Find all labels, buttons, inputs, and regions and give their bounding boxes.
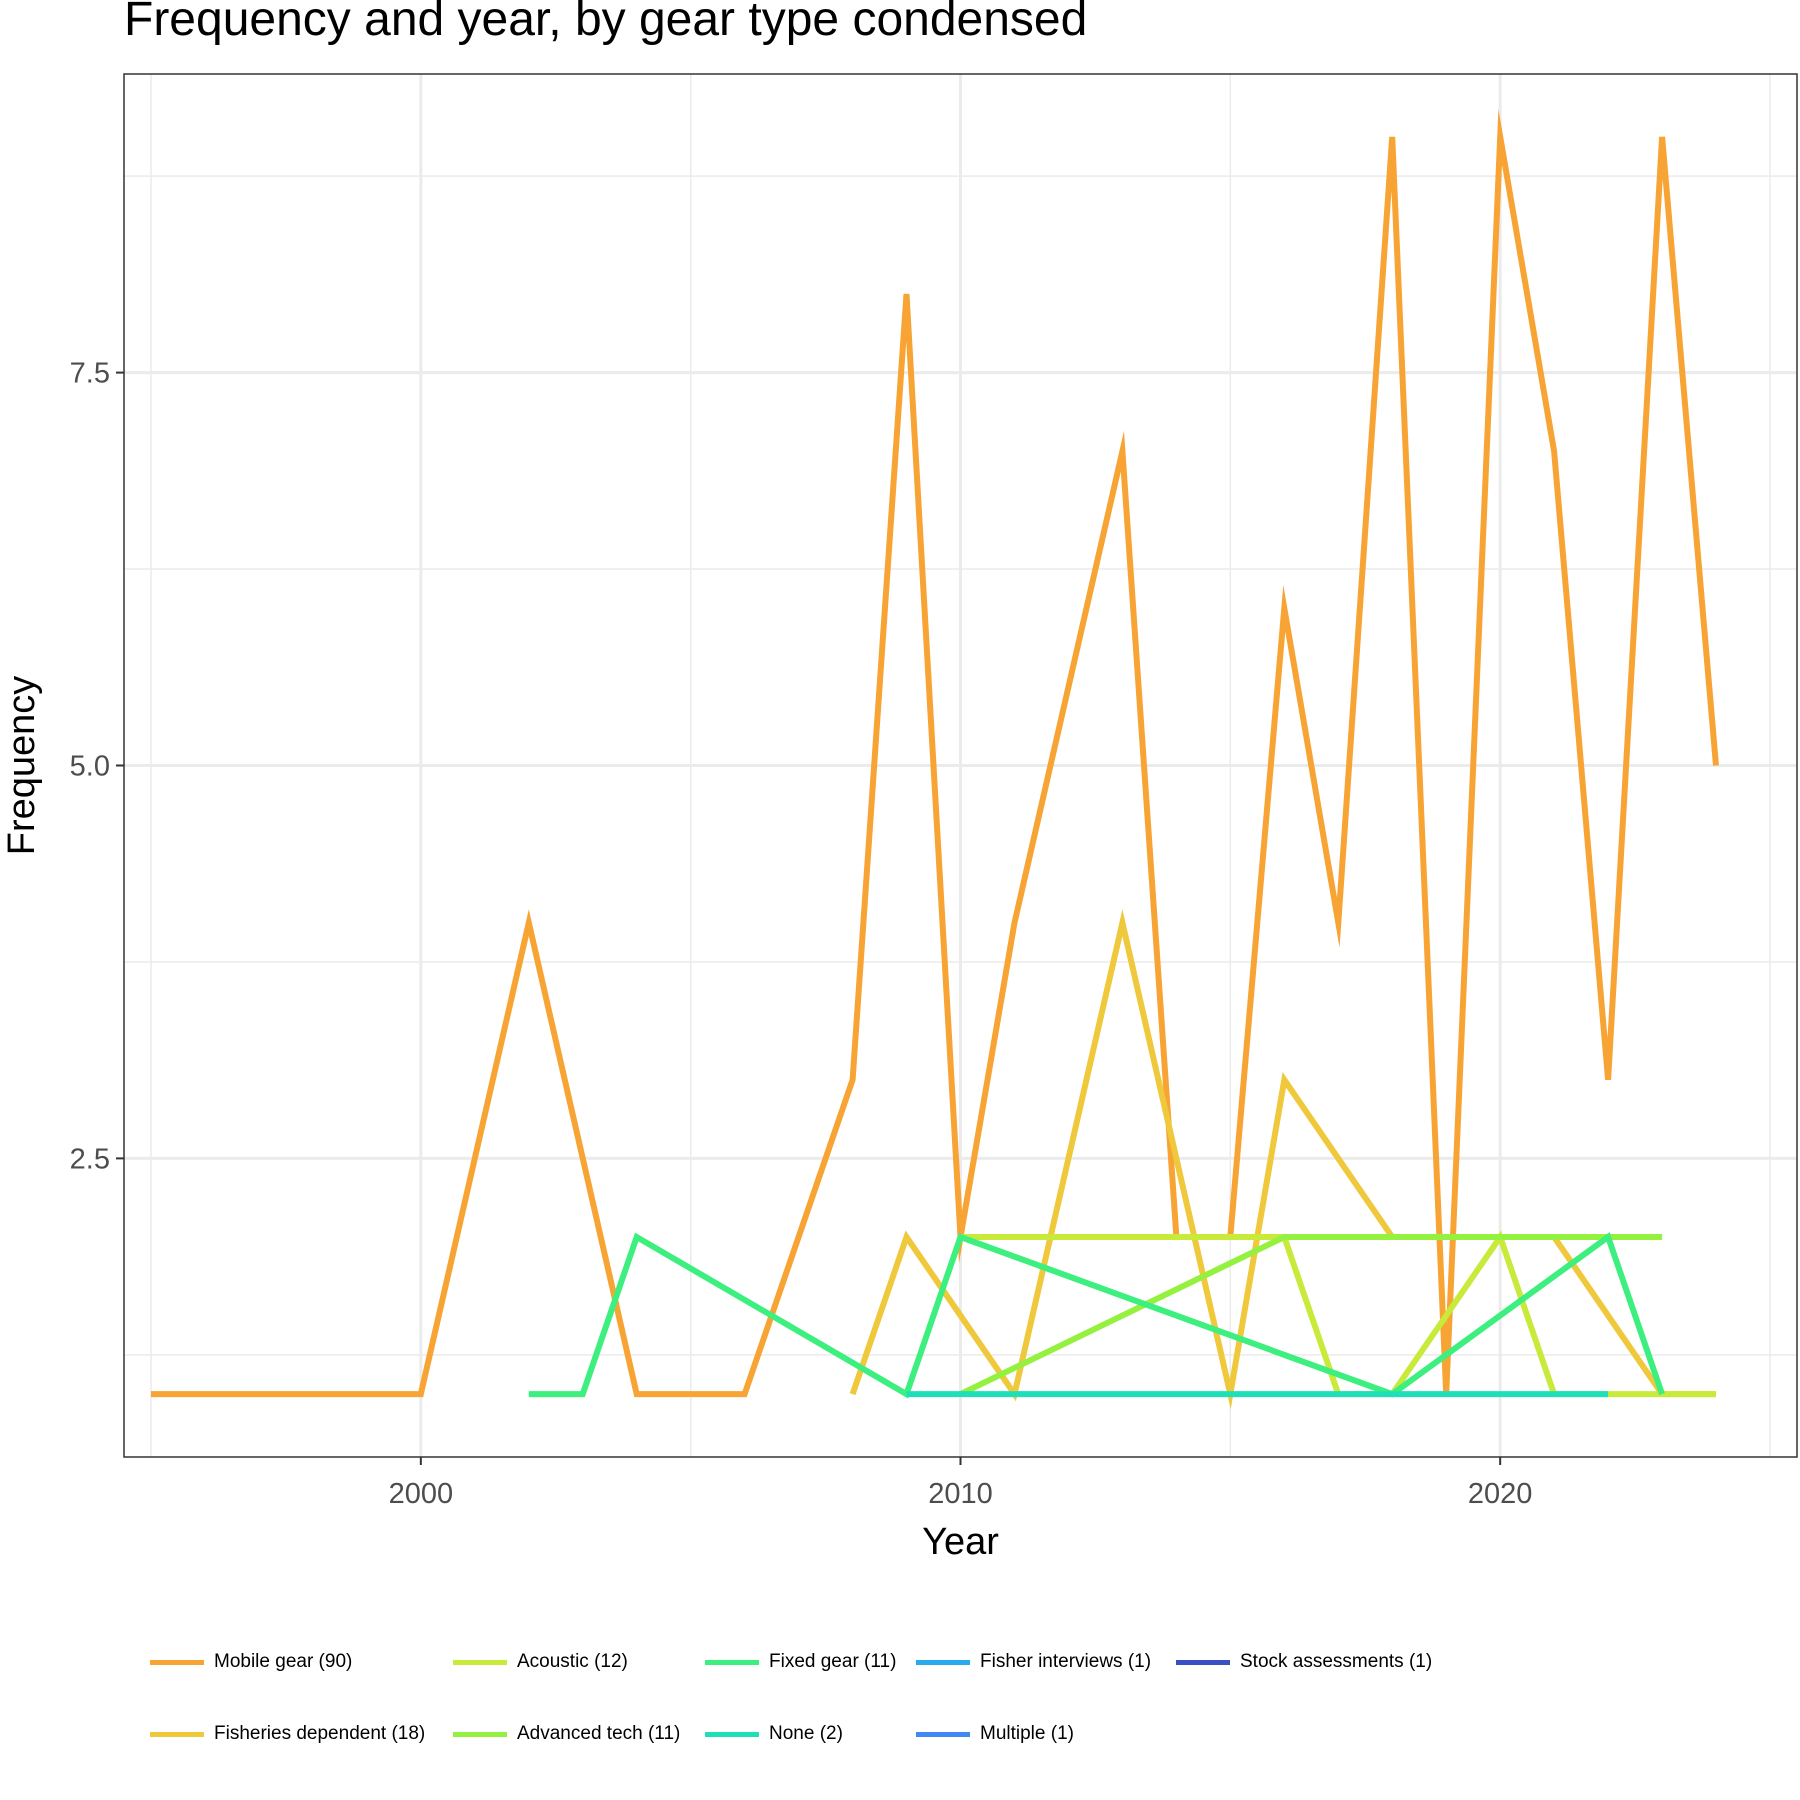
legend-key-line (705, 1659, 759, 1665)
legend-label: Stock assessments (1) (1240, 1651, 1433, 1672)
legend-label: Mobile gear (90) (214, 1651, 353, 1672)
legend-label: Fixed gear (11) (769, 1651, 897, 1672)
series-line-3 (959, 1234, 1663, 1397)
legend-item: Advanced tech (11) (453, 1722, 680, 1746)
series-line-1 (849, 909, 1716, 1410)
series-line-2 (960, 1230, 1716, 1398)
legend-item: Fisher interviews (1) (916, 1650, 1151, 1674)
legend-key-line (916, 1659, 970, 1665)
y-axis-title: Frequency (1, 676, 43, 856)
legend-item: Fisheries dependent (18) (150, 1722, 425, 1746)
legend-item: Fixed gear (11) (705, 1650, 896, 1674)
y-tick-label: 7.5 (70, 358, 110, 390)
legend-key-line (916, 1731, 970, 1737)
legend-label: Advanced tech (11) (517, 1723, 681, 1744)
x-axis-title: Year (922, 1521, 999, 1563)
legend-item: Multiple (1) (916, 1722, 1074, 1746)
axes: 2000 2010 2020 2.5 5.0 7.5 (70, 358, 1533, 1510)
legend-item: Mobile gear (90) (150, 1650, 352, 1674)
x-tick-label: 2010 (928, 1478, 993, 1510)
series-line-4 (528, 1232, 1665, 1399)
y-tick-label: 2.5 (70, 1143, 110, 1175)
legend-item: None (2) (705, 1722, 843, 1746)
legend-key-line (453, 1731, 507, 1737)
legend-key-line (705, 1731, 759, 1737)
legend-label: Multiple (1) (980, 1723, 1074, 1744)
y-tick-label: 5.0 (70, 751, 110, 783)
legend-label: Fisheries dependent (18) (214, 1723, 426, 1744)
legend-item: Stock assessments (1) (1176, 1650, 1432, 1674)
line-chart: 2000 2010 2020 2.5 5.0 7.5 Year Frequency (1, 73, 1798, 1563)
legend-key-line (150, 1731, 204, 1737)
legend-label: Fisher interviews (1) (980, 1651, 1152, 1672)
legend-key-line (150, 1659, 204, 1665)
series-line-0 (151, 108, 1719, 1398)
legend: Mobile gear (90) Acoustic (12) Fixed gear … (150, 1650, 1600, 1760)
x-tick-label: 2020 (1468, 1478, 1533, 1510)
legend-key-line (453, 1659, 507, 1665)
chart-title: Frequency and year, by gear type condens… (124, 0, 1088, 46)
series-lines (151, 108, 1719, 1410)
legend-label: Acoustic (12) (517, 1651, 628, 1672)
x-tick-label: 2000 (389, 1478, 454, 1510)
legend-item: Acoustic (12) (453, 1650, 628, 1674)
legend-key-line (1176, 1659, 1230, 1665)
legend-label: None (2) (769, 1723, 843, 1744)
